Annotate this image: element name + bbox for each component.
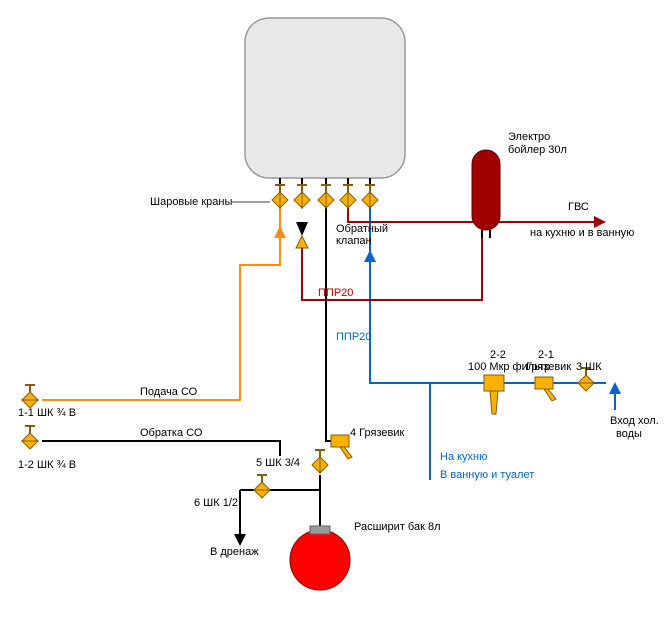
valve-3shk-label: 3 ШК bbox=[576, 361, 602, 373]
ball-valve bbox=[362, 184, 378, 208]
valve-5-label: 5 ШК 3/4 bbox=[256, 457, 300, 469]
drain-label: В дренаж bbox=[210, 546, 259, 558]
eboiler-label-2: бойлер 30л bbox=[508, 144, 567, 156]
dhw-label-2: на кухню и в ванную bbox=[530, 227, 634, 239]
ppr20-b-label: ППР20 bbox=[336, 331, 371, 343]
bath-label: В ванную и туалет bbox=[440, 469, 534, 481]
main-boiler bbox=[245, 18, 405, 178]
check-valve-label-1: Обратный bbox=[336, 223, 388, 235]
dhw-label-1: ГВС bbox=[568, 201, 589, 213]
pipe-black bbox=[42, 441, 280, 456]
pipe-black bbox=[326, 182, 338, 441]
filter-label-1: 2-2 bbox=[490, 349, 506, 361]
ball-valves-label: Шаровые краны bbox=[150, 196, 232, 208]
piping-diagram: Электро бойлер 30л Расширит бак 8л Шаров… bbox=[0, 0, 670, 622]
strainer-2-1-label-a: 2-1 bbox=[538, 349, 554, 361]
filter-100mk bbox=[484, 375, 504, 414]
ball-valve bbox=[340, 184, 356, 208]
kitchen-label: На кухню bbox=[440, 451, 487, 463]
ball-valve bbox=[254, 474, 270, 498]
return-co-label: Обратка СО bbox=[140, 427, 203, 439]
expansion-tank-label: Расширит бак 8л bbox=[354, 521, 441, 533]
ball-valve bbox=[312, 449, 328, 473]
pipe-orange bbox=[42, 182, 280, 400]
check-valve bbox=[296, 222, 308, 282]
ball-valve bbox=[294, 184, 310, 208]
ball-valve bbox=[272, 184, 288, 208]
strainer bbox=[535, 377, 556, 401]
supply-co-label: Подача СО bbox=[140, 386, 198, 398]
eboiler-label-1: Электро bbox=[508, 131, 550, 143]
ball-valve bbox=[22, 425, 38, 449]
valve-6-label: 6 ШК 1/2 bbox=[194, 497, 238, 509]
cold-in-label-1: Вход хол. bbox=[610, 415, 659, 427]
valve-1-2-label: 1-2 ШК ¾ В bbox=[18, 459, 76, 471]
strainer-2-1-label-b: Грязевик bbox=[526, 361, 571, 373]
valve-1-1-label: 1-1 ШК ¾ В bbox=[18, 407, 76, 419]
ball-valve bbox=[22, 384, 38, 408]
strainer bbox=[331, 435, 352, 459]
expansion-tank bbox=[290, 530, 350, 590]
electric-boiler bbox=[472, 150, 500, 230]
strainer-4-label: 4 Грязевик bbox=[350, 427, 404, 439]
ppr20-a-label: ППР20 bbox=[318, 287, 353, 299]
ball-valve bbox=[318, 184, 334, 208]
cold-in-label-2: воды bbox=[616, 428, 642, 440]
check-valve-label-2: клапан bbox=[336, 235, 372, 247]
